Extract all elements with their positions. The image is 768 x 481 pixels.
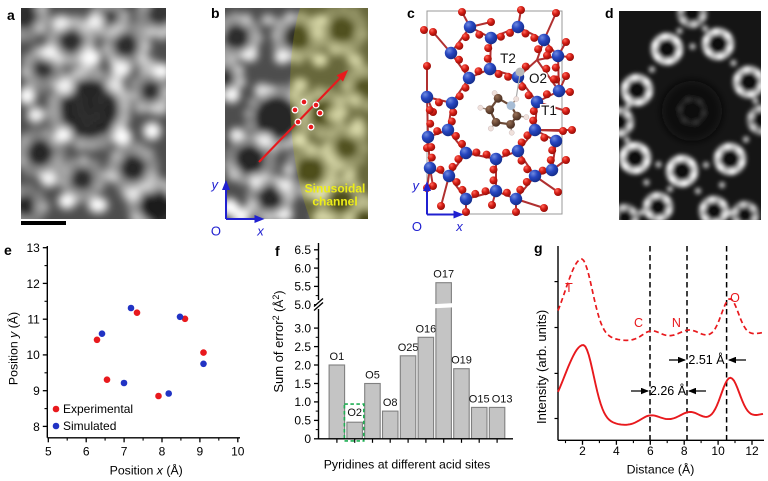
svg-text:Sum of error2 (Å2): Sum of error2 (Å2): [271, 291, 286, 393]
svg-text:x: x: [455, 219, 463, 234]
svg-text:10: 10: [26, 348, 40, 362]
svg-text:C: C: [634, 316, 643, 330]
svg-text:O15: O15: [469, 393, 490, 405]
svg-text:9: 9: [197, 445, 204, 459]
svg-text:6.5: 6.5: [294, 243, 311, 257]
svg-text:Simulated: Simulated: [63, 419, 116, 433]
svg-text:0.5: 0.5: [294, 414, 311, 428]
svg-text:O19: O19: [451, 355, 472, 367]
svg-text:9: 9: [33, 384, 40, 398]
svg-text:12: 12: [26, 277, 40, 291]
svg-text:12: 12: [745, 444, 759, 458]
svg-text:8: 8: [33, 420, 40, 434]
svg-text:O25: O25: [398, 342, 419, 354]
svg-text:Pyridines at different acid si: Pyridines at different acid sites: [324, 458, 491, 472]
svg-text:5.0: 5.0: [294, 298, 311, 312]
svg-text:2.5: 2.5: [294, 340, 311, 354]
svg-text:10: 10: [231, 445, 245, 459]
svg-text:O2: O2: [529, 71, 547, 86]
svg-text:T: T: [565, 281, 573, 295]
svg-text:3.0: 3.0: [294, 321, 311, 335]
svg-text:O16: O16: [416, 323, 437, 335]
svg-text:1.0: 1.0: [294, 395, 311, 409]
svg-text:Sinusoidal: Sinusoidal: [305, 182, 366, 196]
svg-text:N: N: [672, 316, 681, 330]
svg-text:O: O: [730, 291, 740, 305]
svg-text:2.0: 2.0: [294, 358, 311, 372]
svg-text:4: 4: [613, 444, 620, 458]
svg-text:Distance (Å): Distance (Å): [627, 462, 695, 477]
svg-text:1.5: 1.5: [294, 377, 311, 391]
svg-text:13: 13: [26, 241, 40, 255]
svg-text:8: 8: [681, 444, 688, 458]
svg-text:O: O: [411, 219, 421, 234]
svg-text:y: y: [411, 178, 420, 193]
svg-text:6.0: 6.0: [294, 261, 311, 275]
svg-text:T2: T2: [500, 51, 516, 66]
svg-text:11: 11: [27, 313, 40, 327]
svg-text:8: 8: [159, 445, 166, 459]
svg-text:Experimental: Experimental: [63, 402, 133, 416]
svg-text:O13: O13: [492, 393, 513, 405]
svg-text:x: x: [256, 224, 264, 239]
svg-text:O2: O2: [347, 407, 362, 419]
svg-text:T1: T1: [541, 103, 557, 118]
svg-text:y: y: [210, 177, 219, 192]
svg-text:6: 6: [83, 445, 90, 459]
svg-text:O8: O8: [383, 397, 398, 409]
svg-text:5: 5: [45, 445, 52, 459]
svg-text:O5: O5: [365, 370, 380, 382]
svg-text:O17: O17: [433, 269, 454, 281]
svg-text:channel: channel: [312, 195, 357, 209]
svg-text:2: 2: [579, 444, 586, 458]
svg-text:10: 10: [711, 444, 725, 458]
svg-text:7: 7: [121, 445, 128, 459]
svg-text:0: 0: [304, 432, 311, 446]
svg-text:2.26 Å: 2.26 Å: [650, 383, 687, 398]
svg-text:Position x (Å): Position x (Å): [110, 463, 183, 478]
svg-text:2.51 Å: 2.51 Å: [688, 352, 725, 367]
svg-text:O: O: [210, 224, 220, 239]
svg-text:O1: O1: [330, 351, 345, 363]
svg-text:6: 6: [647, 444, 654, 458]
svg-text:5.5: 5.5: [294, 280, 311, 294]
svg-text:Position y (Å): Position y (Å): [6, 312, 21, 385]
svg-text:Intensity (arb. units): Intensity (arb. units): [534, 310, 549, 424]
